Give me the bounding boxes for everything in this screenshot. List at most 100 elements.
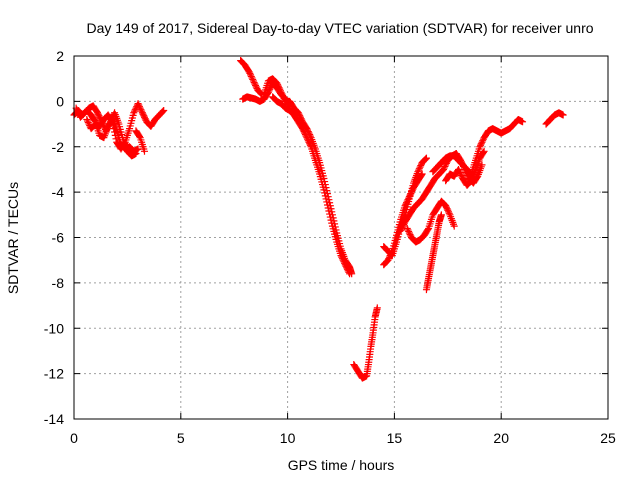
data-point-marker <box>388 249 396 257</box>
data-point-marker <box>325 207 333 215</box>
data-point-marker <box>276 85 284 93</box>
data-point-marker <box>479 137 487 145</box>
data-point-marker <box>278 90 286 98</box>
data-point-marker <box>121 139 129 147</box>
data-point-marker <box>442 161 450 169</box>
x-tick-label: 0 <box>70 430 78 446</box>
data-point-marker <box>273 79 281 87</box>
data-point-marker <box>252 81 260 89</box>
x-tick-label: 20 <box>493 430 509 446</box>
data-point-marker <box>373 304 381 312</box>
data-point-marker <box>444 206 452 214</box>
data-point-marker <box>103 124 111 132</box>
data-point-marker <box>519 118 527 126</box>
data-point-marker <box>102 127 110 135</box>
data-point-marker <box>422 154 430 162</box>
data-point-marker <box>94 110 102 118</box>
data-point-marker <box>397 227 405 235</box>
y-tick-label: 2 <box>56 48 64 64</box>
data-point-marker <box>96 113 104 121</box>
data-point-marker <box>455 167 463 175</box>
data-point-marker <box>405 227 413 235</box>
data-point-marker <box>274 81 282 89</box>
data-point-marker <box>387 250 395 258</box>
data-point-marker <box>84 117 92 125</box>
data-point-marker <box>399 222 407 230</box>
data-point-marker <box>323 198 331 206</box>
data-point-marker <box>275 84 283 92</box>
data-point-marker <box>346 270 354 278</box>
data-point-marker <box>406 230 414 238</box>
data-point-marker <box>251 80 259 88</box>
data-point-marker <box>112 135 120 143</box>
data-point-marker <box>327 216 335 224</box>
data-point-marker <box>422 155 430 163</box>
data-point-marker <box>477 140 485 148</box>
data-point-marker <box>414 168 422 176</box>
data-point-marker <box>321 189 329 197</box>
data-point-marker <box>442 202 450 210</box>
data-point-marker <box>306 141 314 149</box>
data-point-marker <box>303 134 311 142</box>
data-point-marker <box>84 119 92 127</box>
data-point-marker <box>140 147 148 155</box>
data-point-marker <box>323 201 331 209</box>
data-point-marker <box>299 125 307 133</box>
data-point-marker <box>299 126 307 134</box>
data-point-marker <box>108 118 116 126</box>
data-point-marker <box>445 209 453 217</box>
data-point-marker <box>398 225 406 233</box>
data-point-marker <box>110 125 118 133</box>
data-point-marker <box>326 213 334 221</box>
data-point-marker <box>249 75 257 83</box>
data-point-marker <box>403 197 411 205</box>
data-point-marker <box>344 267 352 275</box>
data-point-marker <box>300 128 308 136</box>
y-tick-label: -6 <box>52 230 65 246</box>
data-point-marker <box>294 109 302 117</box>
data-point-marker <box>326 210 334 218</box>
data-point-marker <box>407 188 415 196</box>
data-point-marker <box>158 108 166 116</box>
data-point-marker <box>442 203 450 211</box>
data-point-marker <box>342 262 350 270</box>
x-tick-label: 15 <box>387 430 403 446</box>
data-point-marker <box>111 128 119 136</box>
y-axis-label: SDTVAR / TECUs <box>5 182 21 294</box>
data-point-marker <box>279 91 287 99</box>
data-point-marker <box>130 109 138 117</box>
y-tick-label: -8 <box>52 275 65 291</box>
data-point-marker <box>343 265 351 273</box>
data-point-marker <box>479 148 487 156</box>
data-point-marker <box>305 138 313 146</box>
data-point-marker <box>417 171 425 179</box>
y-tick-label: -2 <box>52 139 65 155</box>
data-point-marker <box>338 255 346 263</box>
data-point-marker <box>403 224 411 232</box>
data-point-marker <box>247 71 255 79</box>
x-axis-label: GPS time / hours <box>288 457 395 473</box>
data-point-marker <box>417 162 425 170</box>
data-point-marker <box>343 264 351 272</box>
data-point-marker <box>337 252 345 260</box>
data-point-marker <box>404 196 412 204</box>
data-point-marker <box>478 138 486 146</box>
data-point-marker <box>266 85 274 93</box>
data-point-marker <box>402 200 410 208</box>
x-tick-label: 25 <box>600 430 616 446</box>
data-point-marker <box>421 156 429 164</box>
data-point-marker <box>345 268 353 276</box>
data-point-marker <box>304 135 312 143</box>
data-point-marker <box>478 161 486 169</box>
data-point-marker <box>441 162 449 170</box>
data-point-marker <box>404 226 412 234</box>
data-point-marker <box>398 224 406 232</box>
data-point-marker <box>385 255 393 263</box>
data-point-marker <box>456 168 464 176</box>
plot-frame <box>73 55 609 420</box>
y-tick-label: -14 <box>44 411 64 427</box>
data-point-marker <box>457 170 465 178</box>
data-point-marker <box>249 77 257 85</box>
data-point-marker <box>276 87 284 95</box>
